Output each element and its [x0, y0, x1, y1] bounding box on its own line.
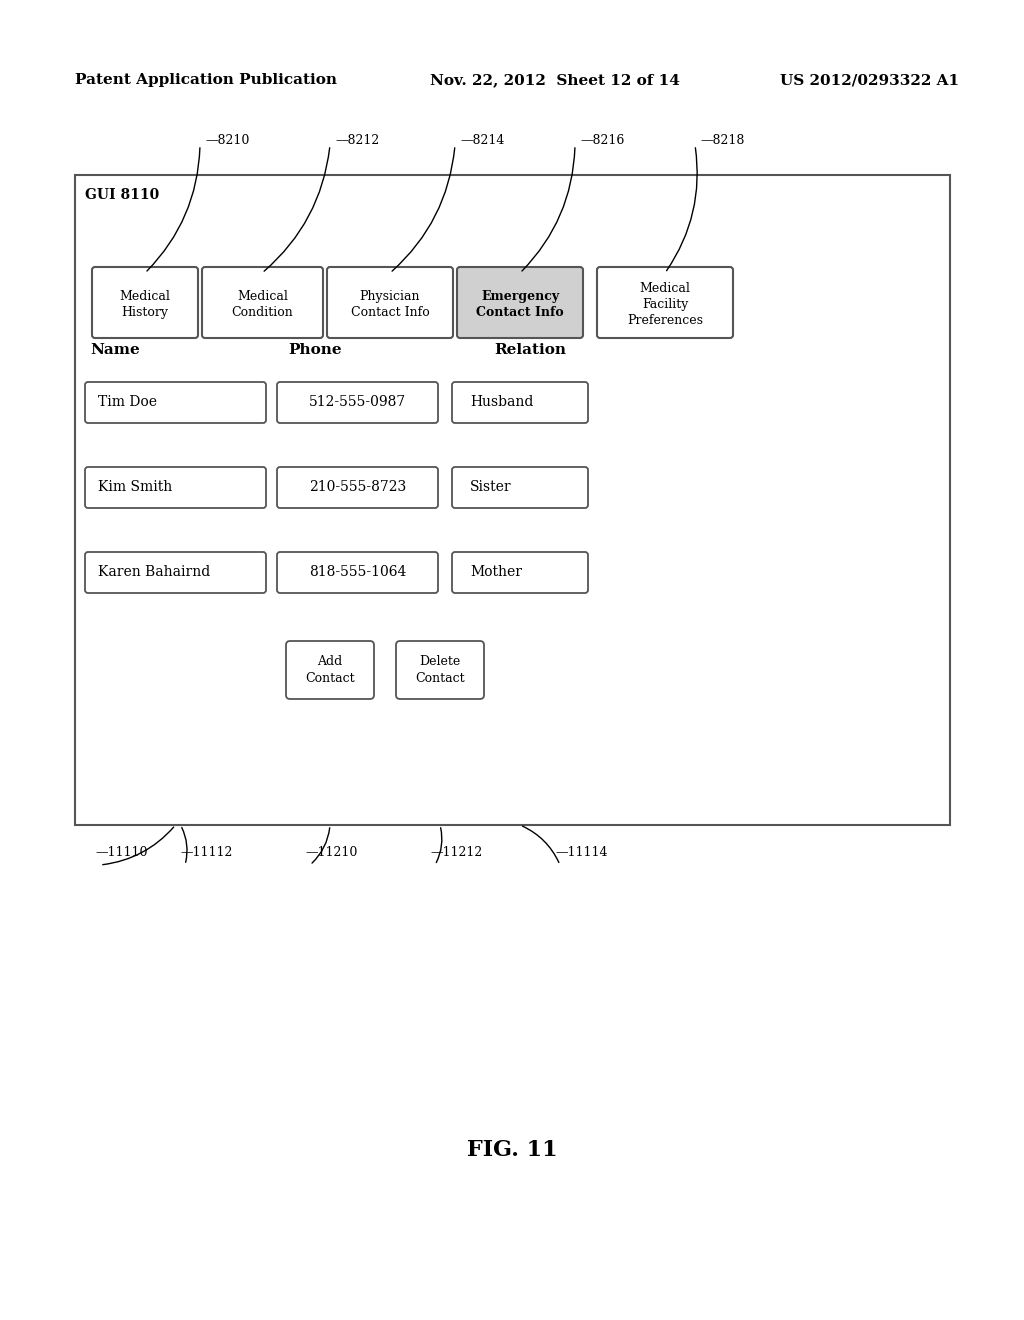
FancyBboxPatch shape: [396, 642, 484, 700]
FancyBboxPatch shape: [457, 267, 583, 338]
Text: Tim Doe: Tim Doe: [98, 395, 157, 409]
Text: 210-555-8723: 210-555-8723: [309, 480, 407, 494]
FancyBboxPatch shape: [75, 176, 950, 825]
FancyBboxPatch shape: [452, 467, 588, 508]
Text: Sister: Sister: [470, 480, 512, 494]
Text: Mother: Mother: [470, 565, 522, 579]
FancyBboxPatch shape: [85, 467, 266, 508]
Text: Nov. 22, 2012  Sheet 12 of 14: Nov. 22, 2012 Sheet 12 of 14: [430, 73, 680, 87]
Text: —8212: —8212: [335, 133, 379, 147]
Text: Patent Application Publication: Patent Application Publication: [75, 73, 337, 87]
Text: Delete
Contact: Delete Contact: [415, 655, 465, 685]
Text: —11210: —11210: [305, 846, 357, 859]
FancyBboxPatch shape: [202, 267, 323, 338]
Text: US 2012/0293322 A1: US 2012/0293322 A1: [780, 73, 959, 87]
Text: 512-555-0987: 512-555-0987: [309, 395, 407, 409]
Text: Phone: Phone: [288, 343, 342, 356]
Text: FIG. 11: FIG. 11: [467, 1139, 557, 1162]
FancyBboxPatch shape: [278, 381, 438, 422]
FancyBboxPatch shape: [327, 267, 453, 338]
Text: Name: Name: [90, 343, 140, 356]
FancyBboxPatch shape: [452, 381, 588, 422]
FancyBboxPatch shape: [85, 381, 266, 422]
Text: Relation: Relation: [494, 343, 566, 356]
Text: —8214: —8214: [460, 133, 505, 147]
Text: Add
Contact: Add Contact: [305, 655, 354, 685]
Text: Karen Bahairnd: Karen Bahairnd: [98, 565, 210, 579]
Text: —11112: —11112: [180, 846, 232, 859]
Text: —11212: —11212: [430, 846, 482, 859]
Text: —8216: —8216: [580, 133, 625, 147]
Text: —8218: —8218: [700, 133, 744, 147]
Text: Medical
History: Medical History: [120, 290, 170, 319]
Text: 818-555-1064: 818-555-1064: [309, 565, 407, 579]
Text: —8210: —8210: [205, 133, 250, 147]
Text: Kim Smith: Kim Smith: [98, 480, 172, 494]
FancyBboxPatch shape: [92, 267, 198, 338]
Text: Emergency
Contact Info: Emergency Contact Info: [476, 290, 564, 319]
Text: Medical
Facility
Preferences: Medical Facility Preferences: [627, 282, 703, 327]
FancyBboxPatch shape: [597, 267, 733, 338]
FancyBboxPatch shape: [278, 467, 438, 508]
FancyBboxPatch shape: [452, 552, 588, 593]
Text: Medical
Condition: Medical Condition: [231, 290, 293, 319]
FancyBboxPatch shape: [85, 552, 266, 593]
Text: —11110: —11110: [95, 846, 147, 859]
Text: —11114: —11114: [555, 846, 607, 859]
Text: GUI 8110: GUI 8110: [85, 187, 160, 202]
Text: Husband: Husband: [470, 395, 534, 409]
FancyBboxPatch shape: [278, 552, 438, 593]
Text: Physician
Contact Info: Physician Contact Info: [350, 290, 429, 319]
FancyBboxPatch shape: [286, 642, 374, 700]
